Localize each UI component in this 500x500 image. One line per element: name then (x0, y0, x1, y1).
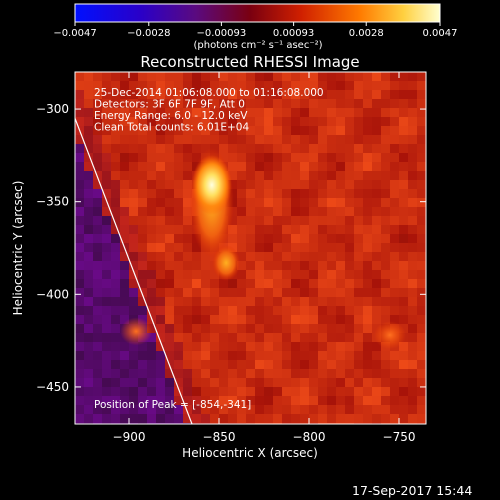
x-tick-label: −750 (383, 430, 416, 444)
annotation-line: Energy Range: 6.0 - 12.0 keV (94, 110, 248, 122)
colorbar-ticks: −0.0047 −0.0028 −0.00093 0.00093 0.0028 0.004… (53, 22, 458, 39)
axes: −900 −850 −800 −750 −300 −350 −400 −450 (36, 72, 426, 444)
x-tick-label: −900 (113, 430, 146, 444)
colorbar-tick-label: 0.0028 (349, 28, 384, 39)
secondary-source (120, 317, 153, 346)
colorbar-unit-label: (photons cm⁻² s⁻¹ asec⁻²) (193, 40, 322, 51)
colorbar-tick-label: 0.00093 (273, 28, 314, 39)
x-tick-label: −850 (203, 430, 236, 444)
chart-title: Reconstructed RHESSI Image (140, 53, 359, 71)
peak-position-label: Position of Peak = [-854,-341] (94, 399, 251, 411)
annotation-line: Detectors: 3F 6F 7F 9F, Att 0 (94, 99, 245, 111)
colorbar-tick-label: 0.0047 (423, 28, 458, 39)
peak-source (191, 155, 232, 216)
annotation-line: Clean Total counts: 6.01E+04 (94, 122, 249, 134)
colorbar-tick-label: −0.0028 (127, 28, 170, 39)
y-tick-label: −450 (36, 380, 69, 394)
y-tick-label: −300 (36, 102, 69, 116)
y-tick-label: −400 (36, 287, 69, 301)
x-axis-label: Heliocentric X (arcsec) (182, 446, 318, 460)
plot-frame (74, 71, 427, 425)
annotation-block: 25-Dec-2014 01:06:08.000 to 01:16:08.000… (94, 87, 324, 134)
secondary-source (212, 244, 241, 281)
heatmap-area (75, 72, 426, 424)
solar-limb-line (75, 118, 193, 424)
y-axis-label: Heliocentric Y (arcsec) (11, 181, 25, 316)
secondary-source (374, 321, 406, 350)
colorbar-tick-label: −0.0047 (53, 28, 96, 39)
footer-date: 17-Sep-2017 15:44 (352, 483, 472, 498)
colorbar-tick-label: −0.00093 (197, 28, 247, 39)
y-tick-label: −350 (36, 195, 69, 209)
colorbar (74, 3, 441, 23)
annotation-line: 25-Dec-2014 01:06:08.000 to 01:16:08.000 (94, 87, 324, 99)
x-tick-label: −800 (293, 430, 326, 444)
